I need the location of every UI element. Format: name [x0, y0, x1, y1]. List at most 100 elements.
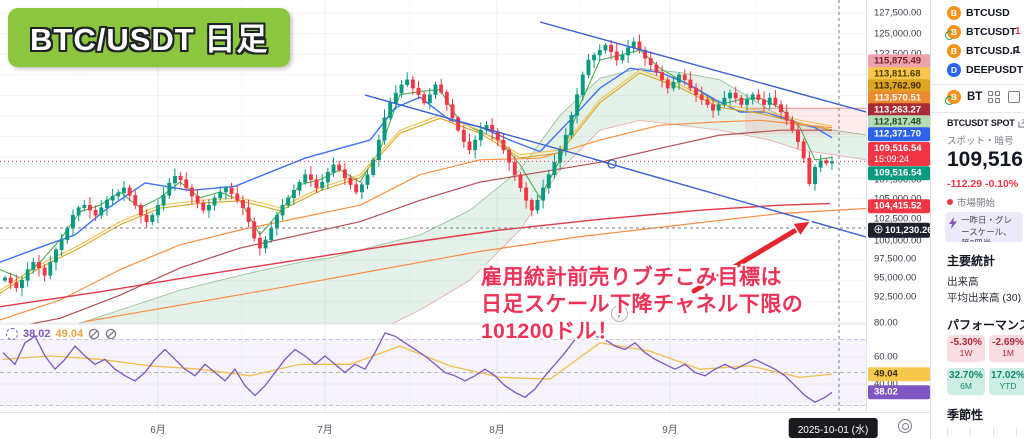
annotation-line: 101200ドル！	[481, 320, 619, 343]
crosshair-plus-icon	[874, 224, 883, 233]
watchlist-item-btcusdt[interactable]: B BTCUSDT 1	[931, 22, 1024, 41]
price-tick: 105,000.00	[874, 194, 922, 205]
price-tick: 97,500.00	[874, 253, 917, 265]
note-text: 一昨日・グレースケール、第3四半	[961, 215, 1013, 242]
price-tick: 80.00	[874, 317, 898, 329]
lightning-icon	[949, 217, 957, 229]
price-tag: 113,570.51	[868, 91, 930, 105]
price-tick: 92,500.00	[874, 291, 917, 303]
chart-title-text: BTC/USDT 日足	[30, 22, 269, 57]
symbol-label: BTCUSDT	[966, 25, 1017, 38]
hidden-toggle-icon[interactable]	[88, 328, 100, 340]
perf-tile-6m: 32.70% 6M	[947, 368, 985, 395]
btc-icon: B	[947, 43, 961, 58]
price-scale[interactable]: 127,500.00 125,000.00 122,500.00 107,500.00…	[866, 0, 933, 412]
price-tag: 113,762.90	[868, 79, 930, 93]
panel-icon[interactable]	[1008, 91, 1021, 103]
price-tick: 107,500.00	[874, 174, 922, 186]
perf-tile-1w: -5.30% 1W	[947, 335, 985, 362]
price-chart[interactable]	[0, 0, 930, 412]
last-price: 109,516.54	[947, 148, 1024, 171]
price-tick: 122,500.00	[874, 49, 922, 60]
ema-darkred	[27, 129, 832, 324]
symbol-label: BTCUSD.F	[966, 44, 1020, 57]
watchlist-item-btcusdf[interactable]: B BTCUSD.F 1	[931, 41, 1024, 60]
price-tag: 113,811.68	[868, 67, 930, 81]
symbol-subtitle: スポット・暗号	[947, 136, 1014, 147]
rsi-ma-value: 49.04	[55, 328, 84, 340]
news-note[interactable]: 一昨日・グレースケール、第3四半	[945, 212, 1023, 242]
btc-perp-icon: B	[945, 90, 961, 105]
rsi-legend: 38.02 49.04	[6, 327, 117, 341]
channel-upper	[539, 21, 866, 113]
axis-settings-icon[interactable]	[898, 419, 912, 433]
performance-title: パフォーマンス	[947, 318, 1024, 332]
seasonality-axis	[947, 428, 1017, 436]
price-tick: 127,500.00	[874, 7, 922, 19]
rsi-value: 38.02	[23, 328, 51, 340]
grid-layout-icon[interactable]	[988, 91, 1001, 103]
price-tag: 49.04	[868, 367, 930, 381]
trend-mid	[364, 94, 613, 165]
price-tick: 125,000.00	[874, 28, 922, 40]
stat-avg-volume: 平均出来高 (30)	[947, 292, 1022, 304]
status-dot-icon	[947, 199, 953, 205]
price-tag: 101,230.26	[868, 222, 933, 238]
chart-text-annotation[interactable]: 雇用統計前売りブチこみ目標は 日足スケール下降チャネル下限の 101200ドル！	[481, 264, 803, 345]
price-tick: 60.00	[874, 351, 898, 363]
right-sidebar: B BTCUSD B BTCUSDT 1 B BTCUSD.F 1 D DEEP…	[930, 0, 1024, 439]
annotation-line: 日足スケール下降チャネル下限の	[481, 293, 804, 316]
divider	[931, 84, 1024, 85]
symbol-title: BTCUSDT SPOT	[947, 118, 1015, 128]
month-label: 9月	[662, 425, 678, 436]
arrow-head	[791, 219, 813, 238]
rsi-indicator-icon	[6, 328, 18, 340]
perf-tile-1m: -2.69% 1M	[989, 335, 1024, 362]
lightning-icon	[616, 308, 623, 319]
price-value: 1	[1015, 26, 1021, 37]
deepusdt-icon: D	[947, 62, 961, 77]
watchlist-item-deepusdt[interactable]: D DEEPUSDT	[931, 60, 1024, 79]
watchlist-item-btcusd[interactable]: B BTCUSD	[931, 3, 1024, 22]
price-change: -112.29 -0.10%	[947, 178, 1019, 190]
price-tick: 100,000.00	[874, 235, 922, 247]
symbol-title-row[interactable]: BTCUSDT SPOT · B	[947, 118, 1024, 128]
ma200-red	[0, 202, 831, 308]
price-tag: 104,415.52	[868, 199, 930, 213]
price-tag: 113,263.27	[868, 103, 930, 117]
symbol-short-label: BT	[967, 91, 983, 103]
stat-volume: 出来高	[947, 276, 979, 288]
time-axis[interactable]: 2025-10-01 (水) 6月 7月 8月 9月	[0, 412, 930, 439]
price-tag: 115,875.49	[868, 54, 930, 68]
month-label: 8月	[489, 425, 505, 436]
symbol-header: B BT	[945, 90, 1021, 105]
price-value: 1	[1015, 45, 1021, 56]
symbol-label: BTCUSD	[966, 6, 1010, 19]
market-status: 市場開始	[947, 195, 995, 209]
rsi-line	[2, 330, 833, 403]
arrow-annotation	[691, 225, 803, 294]
chart-title-badge[interactable]: BTC/USDT 日足	[8, 8, 291, 67]
price-tick: 95,000.00	[874, 272, 917, 284]
divider	[931, 112, 1024, 113]
annotation-line: 雇用統計前売りブチこみ目標は	[481, 266, 782, 289]
hidden-toggle-icon[interactable]	[105, 328, 117, 340]
status-label: 市場開始	[957, 198, 996, 209]
external-link-icon	[1017, 118, 1024, 128]
perf-tile-ytd: 17.02% YTD	[989, 368, 1024, 395]
seasonality-title: 季節性	[947, 408, 984, 422]
month-label: 6月	[150, 425, 166, 436]
stats-title: 主要統計	[947, 254, 996, 268]
price-tag: 38.02	[868, 385, 930, 399]
price-tick: 40.00	[874, 378, 898, 390]
quick-trade-lightning-icon[interactable]	[611, 305, 628, 322]
price-tick: 102,500.00	[874, 213, 922, 225]
price-tag: 109,516.54	[868, 166, 930, 180]
price-tag: 112,371.70	[868, 127, 930, 141]
btc-perp-icon: B	[945, 24, 961, 40]
channel-lower	[592, 158, 866, 238]
main-pane	[0, 21, 866, 324]
symbol-label: DEEPUSDT	[966, 63, 1024, 76]
ma-orange-slow	[84, 207, 866, 323]
ema-orange	[0, 119, 833, 321]
